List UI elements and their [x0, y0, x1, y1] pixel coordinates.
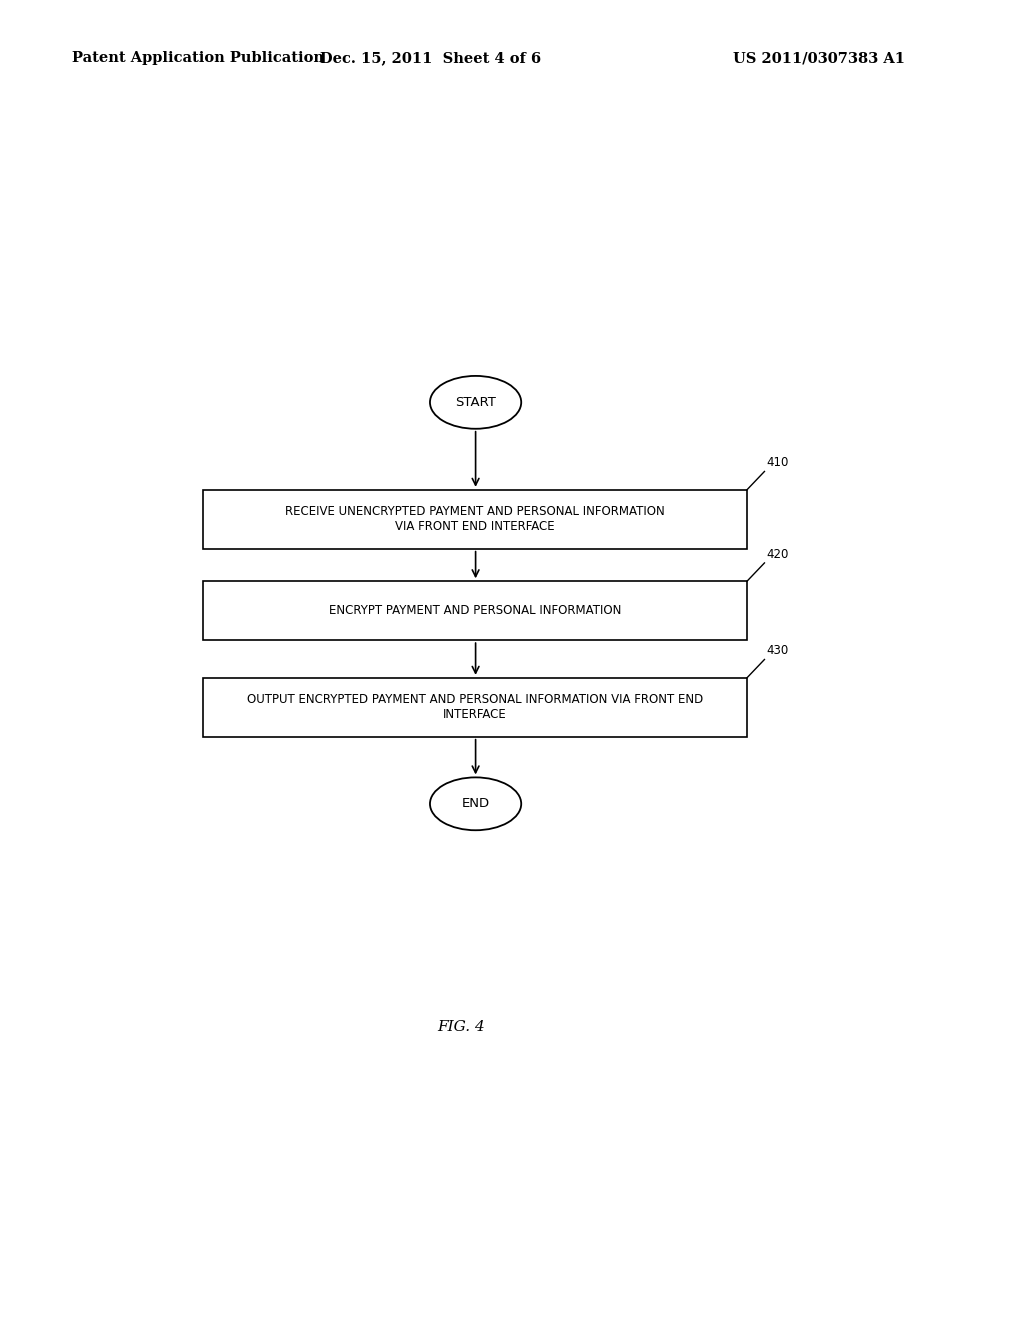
Text: OUTPUT ENCRYPTED PAYMENT AND PERSONAL INFORMATION VIA FRONT END
INTERFACE: OUTPUT ENCRYPTED PAYMENT AND PERSONAL IN…	[247, 693, 703, 721]
Text: END: END	[462, 797, 489, 810]
Text: 410: 410	[767, 457, 790, 470]
Ellipse shape	[430, 777, 521, 830]
Bar	[204, 490, 748, 549]
Text: START: START	[455, 396, 496, 409]
Bar	[204, 581, 748, 640]
Text: Dec. 15, 2011  Sheet 4 of 6: Dec. 15, 2011 Sheet 4 of 6	[319, 51, 541, 65]
Text: RECEIVE UNENCRYPTED PAYMENT AND PERSONAL INFORMATION
VIA FRONT END INTERFACE: RECEIVE UNENCRYPTED PAYMENT AND PERSONAL…	[286, 506, 665, 533]
Ellipse shape	[430, 376, 521, 429]
Text: 420: 420	[767, 548, 790, 561]
Text: ENCRYPT PAYMENT AND PERSONAL INFORMATION: ENCRYPT PAYMENT AND PERSONAL INFORMATION	[329, 605, 622, 618]
Text: US 2011/0307383 A1: US 2011/0307383 A1	[733, 51, 905, 65]
Text: 430: 430	[767, 644, 790, 657]
Bar	[204, 677, 748, 737]
Text: Patent Application Publication: Patent Application Publication	[72, 51, 324, 65]
Text: FIG. 4: FIG. 4	[437, 1020, 485, 1035]
